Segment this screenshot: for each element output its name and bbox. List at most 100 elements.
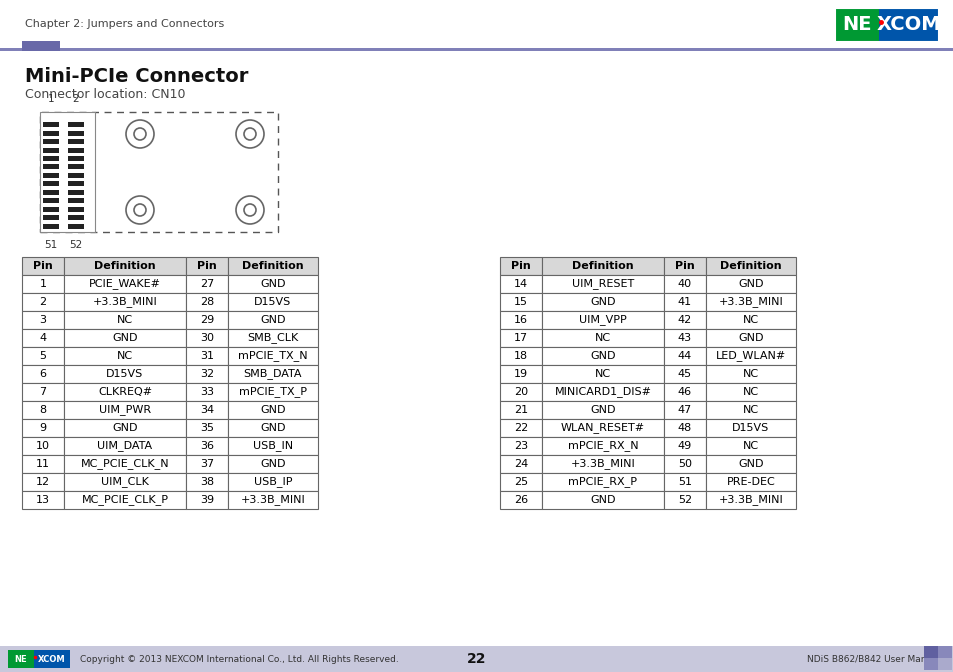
Bar xyxy=(64,293,186,311)
Text: UIM_DATA: UIM_DATA xyxy=(97,441,152,452)
Bar xyxy=(228,257,317,275)
Bar xyxy=(705,311,795,329)
Text: NC: NC xyxy=(117,351,132,361)
Bar xyxy=(705,383,795,401)
Text: PRE-DEC: PRE-DEC xyxy=(726,477,775,487)
Text: +3.3B_MINI: +3.3B_MINI xyxy=(718,296,782,308)
Text: 29: 29 xyxy=(200,315,213,325)
Text: 3: 3 xyxy=(39,315,47,325)
Bar xyxy=(228,419,317,437)
Text: UIM_PWR: UIM_PWR xyxy=(99,405,151,415)
Bar xyxy=(499,275,541,293)
Bar xyxy=(878,8,938,42)
Bar xyxy=(186,311,228,329)
Text: 38: 38 xyxy=(200,477,213,487)
Text: GND: GND xyxy=(738,333,763,343)
Bar xyxy=(64,275,186,293)
Bar xyxy=(228,437,317,455)
Bar xyxy=(22,311,64,329)
Bar xyxy=(228,347,317,365)
Text: 49: 49 xyxy=(678,441,691,451)
Bar xyxy=(499,491,541,509)
Text: MINICARD1_DIS#: MINICARD1_DIS# xyxy=(554,386,651,397)
Text: WLAN_RESET#: WLAN_RESET# xyxy=(560,423,644,433)
Bar xyxy=(22,329,64,347)
Text: mPCIE_RX_P: mPCIE_RX_P xyxy=(568,476,637,487)
Text: 14: 14 xyxy=(514,279,528,289)
Text: GND: GND xyxy=(738,279,763,289)
Bar xyxy=(705,275,795,293)
Bar xyxy=(186,293,228,311)
Text: D15VS: D15VS xyxy=(107,369,144,379)
Text: mPCIE_TX_P: mPCIE_TX_P xyxy=(239,386,307,397)
Text: NE: NE xyxy=(14,655,28,663)
Bar xyxy=(663,401,705,419)
Bar xyxy=(228,293,317,311)
Text: 48: 48 xyxy=(678,423,691,433)
Bar xyxy=(186,419,228,437)
Text: mPCIE_RX_N: mPCIE_RX_N xyxy=(567,441,638,452)
Text: 11: 11 xyxy=(36,459,50,469)
Text: LED_WLAN#: LED_WLAN# xyxy=(715,351,785,362)
Text: 23: 23 xyxy=(514,441,528,451)
Text: 6: 6 xyxy=(39,369,47,379)
Text: GND: GND xyxy=(260,315,286,325)
Bar xyxy=(705,419,795,437)
Text: Pin: Pin xyxy=(675,261,694,271)
Text: NC: NC xyxy=(742,387,759,397)
Bar xyxy=(228,491,317,509)
Text: 10: 10 xyxy=(36,441,50,451)
Text: 1: 1 xyxy=(39,279,47,289)
Bar xyxy=(68,224,84,229)
Text: UIM_RESET: UIM_RESET xyxy=(571,279,634,290)
Text: GND: GND xyxy=(590,351,615,361)
Text: Definition: Definition xyxy=(94,261,155,271)
Text: D15VS: D15VS xyxy=(732,423,769,433)
Text: Definition: Definition xyxy=(242,261,303,271)
Text: D15VS: D15VS xyxy=(254,297,292,307)
Text: Pin: Pin xyxy=(511,261,530,271)
Text: +3.3B_MINI: +3.3B_MINI xyxy=(570,458,635,470)
Bar xyxy=(663,257,705,275)
Bar xyxy=(541,311,663,329)
Bar xyxy=(228,311,317,329)
Text: PCIE_WAKE#: PCIE_WAKE# xyxy=(89,279,161,290)
Bar xyxy=(68,190,84,195)
Text: NC: NC xyxy=(117,315,132,325)
Bar xyxy=(541,257,663,275)
Bar xyxy=(22,455,64,473)
Bar xyxy=(705,491,795,509)
Text: Copyright © 2013 NEXCOM International Co., Ltd. All Rights Reserved.: Copyright © 2013 NEXCOM International Co… xyxy=(80,655,398,663)
Bar xyxy=(541,275,663,293)
Bar xyxy=(228,455,317,473)
Text: 37: 37 xyxy=(200,459,213,469)
Text: Chapter 2: Jumpers and Connectors: Chapter 2: Jumpers and Connectors xyxy=(25,19,224,29)
Bar xyxy=(663,329,705,347)
Bar xyxy=(499,455,541,473)
Bar xyxy=(499,311,541,329)
Bar xyxy=(22,419,64,437)
Bar xyxy=(499,293,541,311)
Bar xyxy=(64,401,186,419)
Bar xyxy=(68,207,84,212)
Bar xyxy=(22,437,64,455)
Bar xyxy=(68,130,84,136)
Bar xyxy=(43,224,59,229)
Bar xyxy=(68,147,84,153)
Bar xyxy=(186,383,228,401)
Text: 52: 52 xyxy=(678,495,691,505)
Bar xyxy=(541,365,663,383)
Text: Connector location: CN10: Connector location: CN10 xyxy=(25,89,185,101)
Bar xyxy=(705,347,795,365)
Text: 15: 15 xyxy=(514,297,527,307)
Text: 50: 50 xyxy=(678,459,691,469)
Bar xyxy=(22,473,64,491)
Bar xyxy=(541,491,663,509)
Text: 26: 26 xyxy=(514,495,528,505)
Bar xyxy=(186,473,228,491)
Bar xyxy=(68,198,84,204)
Text: GND: GND xyxy=(260,279,286,289)
Text: 17: 17 xyxy=(514,333,528,343)
Bar xyxy=(541,437,663,455)
Bar xyxy=(705,257,795,275)
